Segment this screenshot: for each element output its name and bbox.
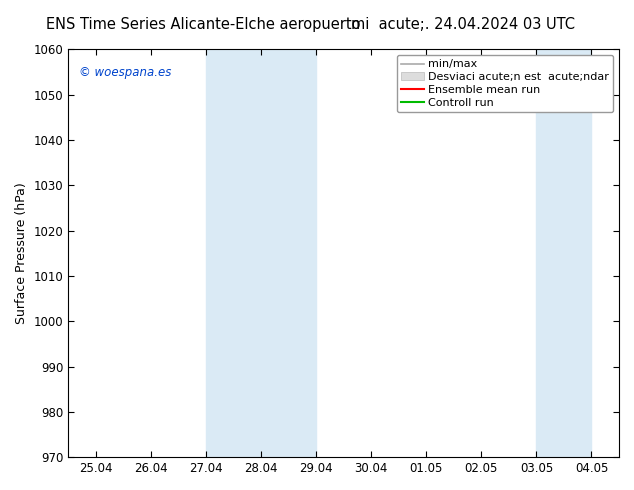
- Text: © woespana.es: © woespana.es: [79, 66, 172, 79]
- Bar: [536, 49, 592, 457]
- Text: mi  acute;. 24.04.2024 03 UTC: mi acute;. 24.04.2024 03 UTC: [351, 17, 575, 32]
- Text: ENS Time Series Alicante-Elche aeropuerto: ENS Time Series Alicante-Elche aeropuert…: [46, 17, 360, 32]
- Legend: min/max, Desviaci acute;n est  acute;ndar, Ensemble mean run, Controll run: min/max, Desviaci acute;n est acute;ndar…: [397, 55, 614, 112]
- Bar: [206, 49, 316, 457]
- Y-axis label: Surface Pressure (hPa): Surface Pressure (hPa): [15, 182, 28, 324]
